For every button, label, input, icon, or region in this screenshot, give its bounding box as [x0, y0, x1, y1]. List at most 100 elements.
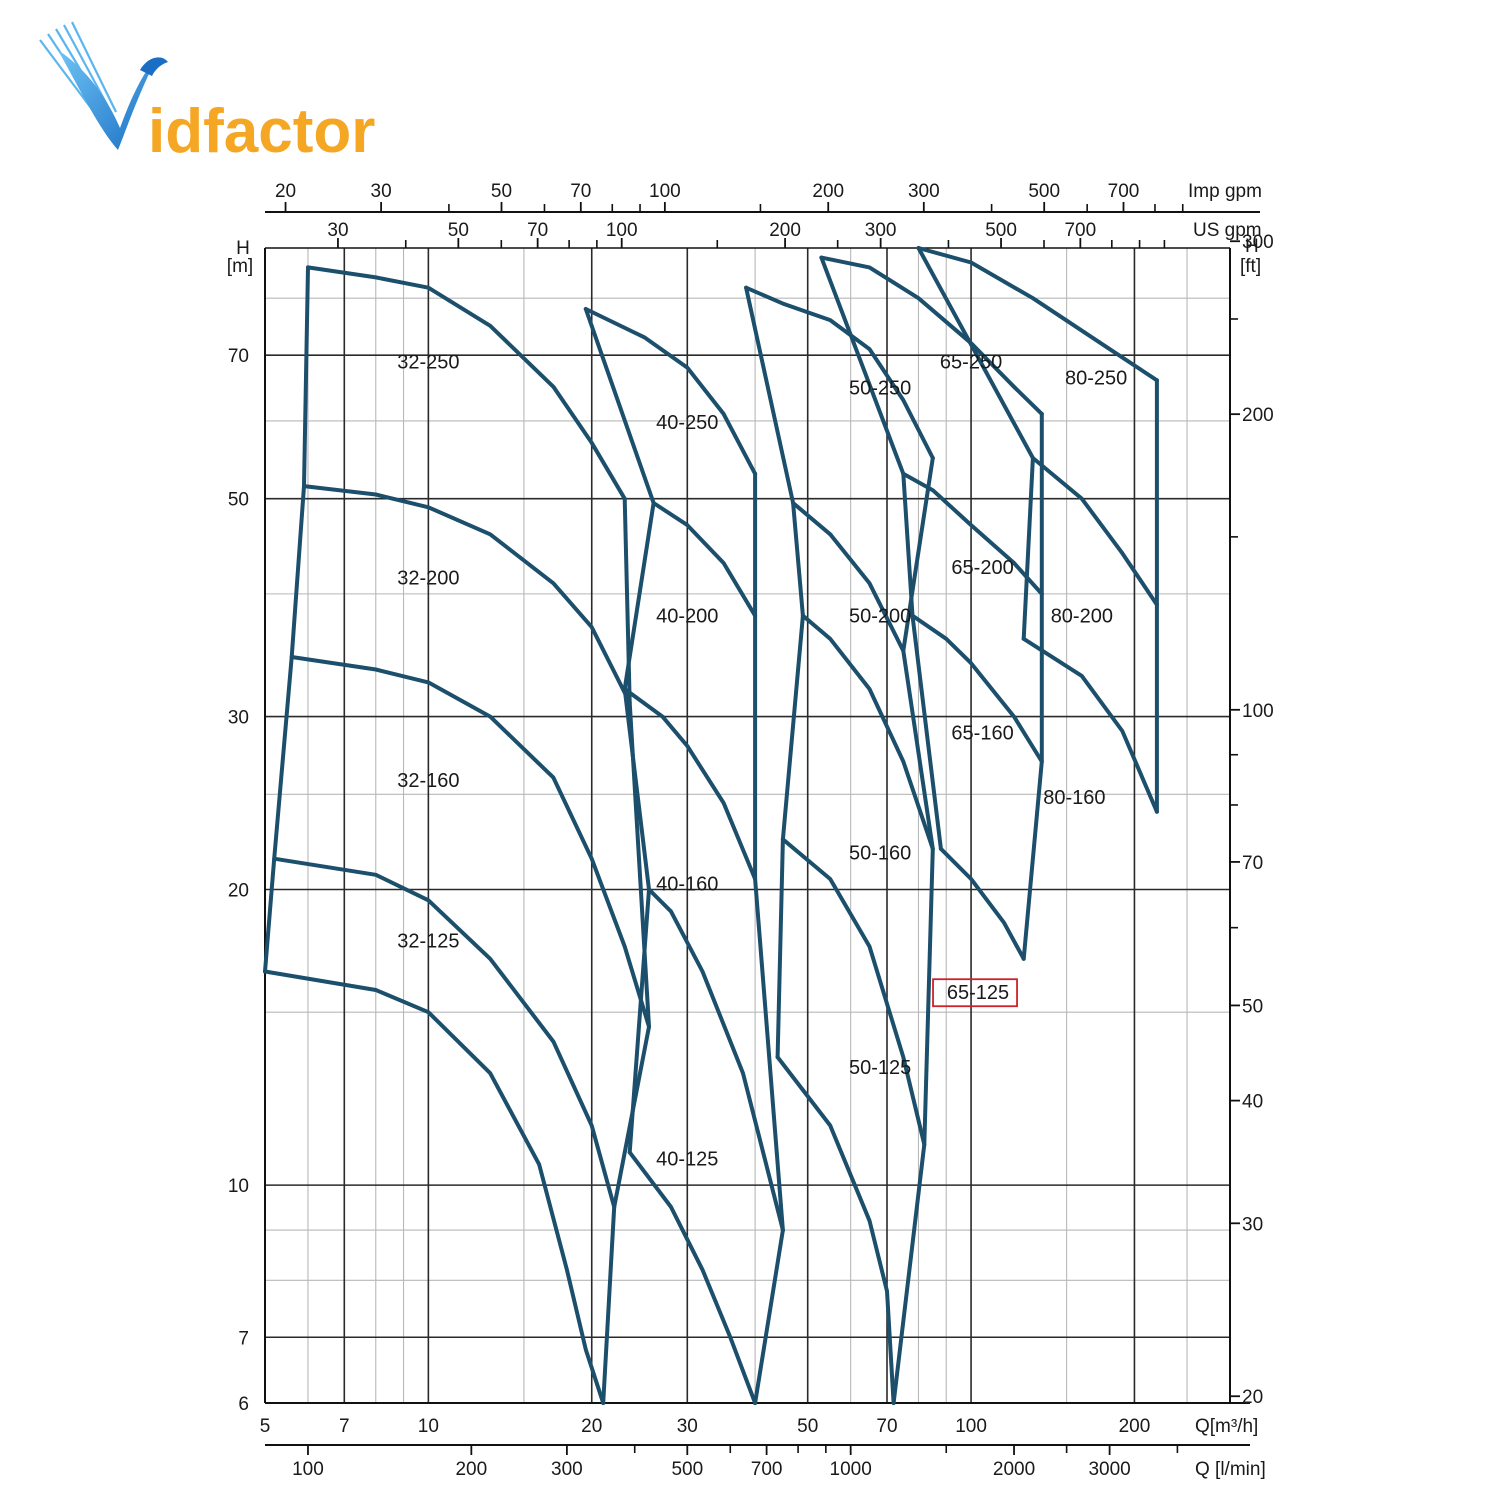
lpm-tick-label: 2000 — [993, 1459, 1035, 1480]
family-right-edge-32 — [601, 496, 651, 1405]
us-gpm-axis-label: US gpm — [1193, 220, 1262, 241]
region-label-65-250: 65-250 — [940, 352, 1002, 374]
family-left-edge-65 — [819, 255, 943, 851]
region-label-32-160: 32-160 — [397, 770, 459, 792]
imp-gpm-axis-label: Imp gpm — [1188, 181, 1262, 202]
x-tick-label: 100 — [955, 1416, 987, 1437]
region-label-80-200: 80-200 — [1051, 605, 1113, 627]
y-tick-label: 70 — [228, 346, 249, 367]
head-curve-32-125 — [272, 856, 617, 1209]
head-curve-40-125 — [647, 887, 785, 1233]
region-label-50-160: 50-160 — [849, 843, 911, 865]
x-tick-label: 200 — [1119, 1416, 1151, 1437]
y-ft-tick-label: 300 — [1242, 232, 1274, 253]
head-curve-32-250 — [306, 265, 627, 501]
curves — [263, 246, 1159, 1405]
logo-v-shape — [58, 50, 156, 150]
family-left-edge-40 — [583, 307, 656, 1155]
region-label-40-200: 40-200 — [656, 605, 718, 627]
head-curve-50-200 — [791, 501, 906, 653]
region-label-32-250: 32-250 — [397, 352, 459, 374]
region-label-50-250: 50-250 — [849, 377, 911, 399]
region-label-40-160: 40-160 — [656, 873, 718, 895]
us-gpm-tick-label: 500 — [985, 220, 1017, 241]
us-gpm-tick-label: 70 — [527, 220, 548, 241]
lpm-axis-label: Q [l/min] — [1195, 1459, 1266, 1480]
family-right-edge-50 — [891, 456, 935, 1405]
region-label-65-160: 65-160 — [951, 722, 1013, 744]
x-tick-label: 7 — [339, 1416, 350, 1437]
us-gpm-tick-label: 50 — [448, 220, 469, 241]
head-curve-32-200 — [302, 484, 632, 705]
x-tick-label: 5 — [260, 1416, 271, 1437]
y-ft-tick-label: 50 — [1242, 996, 1263, 1017]
y-tick-label: 7 — [238, 1328, 249, 1349]
us-gpm-tick-label: 300 — [865, 220, 897, 241]
imp-gpm-tick-label: 100 — [649, 181, 681, 202]
region-label-50-125: 50-125 — [849, 1057, 911, 1079]
y-tick-label: 6 — [238, 1394, 249, 1415]
y-ft-tick-label: 40 — [1242, 1092, 1263, 1113]
head-curve-80-200 — [1030, 456, 1159, 607]
us-gpm-tick-label: 700 — [1064, 220, 1096, 241]
head-curve-65-160 — [910, 613, 1044, 764]
head-curve-50-125 — [780, 837, 927, 1147]
family-right-edge-65 — [1021, 411, 1044, 961]
y-tick-label: 20 — [228, 880, 249, 901]
x-tick-label: 20 — [581, 1416, 602, 1437]
head-curve-65-250 — [819, 255, 1044, 416]
head-curve-40-min — [627, 1150, 758, 1405]
us-gpm-tick-label: 30 — [327, 220, 348, 241]
x-tick-label: 70 — [876, 1416, 897, 1437]
lpm-tick-label: 700 — [751, 1459, 783, 1480]
lpm-tick-label: 1000 — [830, 1459, 872, 1480]
us-gpm-tick-label: 200 — [769, 220, 801, 241]
head-curve-50-min — [775, 1055, 896, 1405]
grid — [264, 248, 1231, 1404]
lpm-tick-label: 200 — [455, 1459, 487, 1480]
x-tick-label: 30 — [677, 1416, 698, 1437]
head-curve-80-160 — [1021, 636, 1159, 814]
region-label-80-160: 80-160 — [1043, 787, 1105, 809]
imp-gpm-tick-label: 70 — [570, 181, 591, 202]
y-ft-tick-label: 70 — [1242, 853, 1263, 874]
imp-gpm-tick-label: 200 — [812, 181, 844, 202]
head-curve-40-200 — [651, 501, 758, 618]
y-ft-tick-label: 20 — [1242, 1387, 1263, 1408]
region-label-40-125: 40-125 — [656, 1148, 718, 1170]
logo-graphic: idfactor — [39, 21, 375, 166]
y-tick-label: 10 — [228, 1176, 249, 1197]
head-curve-50-250 — [744, 285, 935, 460]
highlight-box-65-125 — [932, 978, 1018, 1008]
vidfactor-logo: idfactor — [30, 20, 410, 170]
region-label-50-200: 50-200 — [849, 605, 911, 627]
x-tick-label: 10 — [418, 1416, 439, 1437]
family-right-edge-40 — [753, 471, 785, 1405]
imp-gpm-tick-label: 20 — [275, 181, 296, 202]
lpm-tick-label: 300 — [551, 1459, 583, 1480]
x-tick-label: 50 — [797, 1416, 818, 1437]
us-gpm-tick-label: 100 — [606, 220, 638, 241]
region-label-32-200: 32-200 — [397, 567, 459, 589]
family-left-edge-80 — [916, 246, 1035, 641]
head-curve-40-160 — [622, 687, 758, 881]
head-curve-50-160 — [800, 613, 935, 851]
head-curve-32-160 — [289, 655, 651, 1029]
region-label-65-200: 65-200 — [951, 557, 1013, 579]
y-ft-tick-label: 30 — [1242, 1214, 1263, 1235]
head-curve-65-200 — [901, 471, 1044, 596]
y-tick-label: 30 — [228, 708, 249, 729]
family-left-edge-32 — [263, 265, 310, 974]
y-ft-axis-label-top: H — [1245, 236, 1259, 257]
y-ft-tick-label: 200 — [1242, 405, 1274, 426]
region-label-80-250: 80-250 — [1065, 368, 1127, 390]
imp-gpm-tick-label: 500 — [1028, 181, 1060, 202]
y-axis-label-top: H — [236, 238, 250, 259]
lpm-tick-label: 100 — [292, 1459, 324, 1480]
region-label-65-125: 65-125 — [947, 982, 1009, 1004]
imp-gpm-tick-label: 30 — [371, 181, 392, 202]
region-label-40-250: 40-250 — [656, 412, 718, 434]
head-curve-65-125 — [938, 846, 1026, 961]
y-ft-axis-label-unit: [ft] — [1240, 256, 1261, 277]
